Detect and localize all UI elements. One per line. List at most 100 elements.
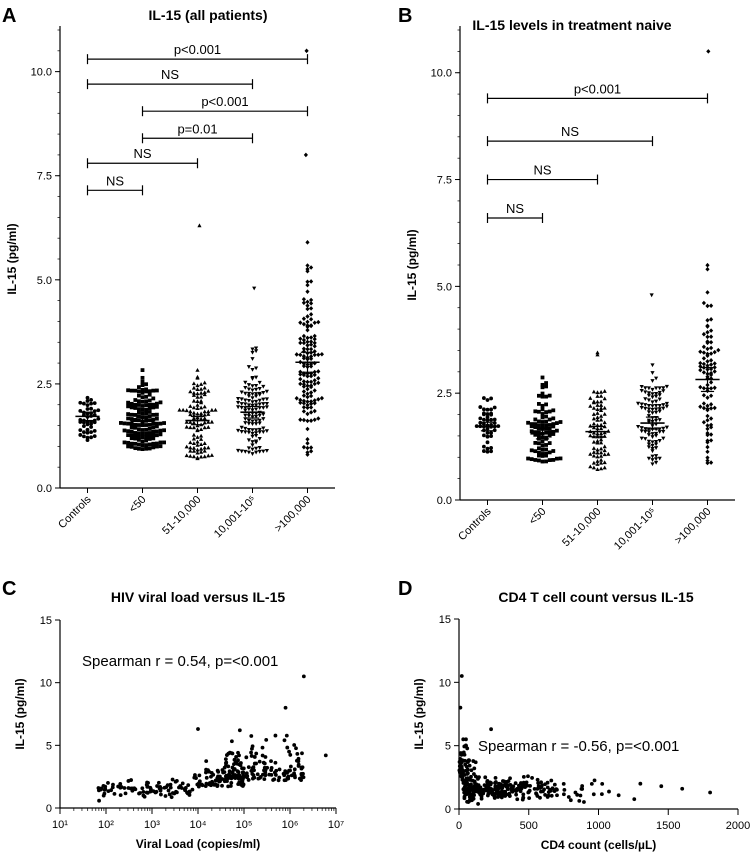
panel-label: A (2, 5, 16, 27)
data-point (709, 334, 714, 339)
x-tick-label: >100,000 (272, 494, 313, 535)
data-point (472, 779, 477, 784)
data-point (599, 408, 604, 413)
data-point (701, 385, 706, 391)
data-point (220, 783, 224, 788)
data-point (312, 400, 317, 406)
data-point (309, 393, 314, 399)
data-point (191, 416, 196, 420)
data-point (257, 427, 262, 432)
data-point (705, 460, 710, 466)
data-point (709, 402, 714, 407)
data-point (246, 383, 251, 387)
data-point (533, 425, 538, 429)
data-point (305, 289, 310, 294)
data-point (246, 421, 251, 426)
data-point (92, 428, 97, 433)
data-point (709, 351, 714, 356)
data-point (137, 434, 141, 439)
data-point (158, 788, 163, 793)
data-point (85, 427, 90, 432)
data-point (305, 303, 310, 308)
data-point (654, 442, 659, 447)
data-point (191, 385, 196, 390)
data-point (140, 404, 145, 408)
data-point (588, 464, 593, 469)
data-point (486, 791, 491, 796)
data-point (657, 403, 662, 408)
data-point (202, 454, 207, 459)
data-point (540, 439, 545, 444)
data-point (301, 353, 306, 359)
data-point (482, 407, 486, 412)
data-point (197, 773, 202, 778)
data-point (490, 791, 495, 795)
data-point (126, 404, 130, 409)
data-point (144, 411, 148, 416)
data-point (643, 429, 648, 434)
data-point (199, 398, 204, 403)
data-point (650, 407, 655, 412)
data-point (257, 380, 262, 385)
data-point (661, 386, 666, 391)
data-point (158, 400, 163, 405)
data-point (309, 371, 314, 376)
data-point (657, 407, 662, 412)
data-point (543, 782, 547, 787)
data-point (483, 775, 488, 780)
data-point (144, 438, 148, 443)
data-point (476, 802, 480, 806)
data-point (179, 786, 184, 790)
data-point (547, 430, 552, 435)
data-point (544, 419, 548, 424)
data-point (639, 402, 644, 407)
data-point (309, 418, 314, 423)
x-tick-label: 10,001-10⁵ (612, 506, 659, 553)
data-point (646, 442, 651, 447)
y-tick-label: 0.0 (37, 483, 52, 495)
data-point (599, 437, 604, 442)
data-point (298, 376, 303, 382)
data-point (250, 350, 255, 355)
data-point (243, 408, 248, 413)
data-point (309, 361, 314, 367)
data-point (654, 433, 659, 438)
data-point (540, 403, 545, 408)
data-point (82, 424, 86, 429)
panel-d: D CD4 T cell count versus IL-15 0 5 10 15 0 500… (398, 578, 750, 852)
data-point (257, 446, 262, 450)
data-point (309, 410, 314, 415)
data-point (464, 737, 468, 742)
data-point (158, 444, 163, 449)
data-point (151, 388, 156, 393)
data-point (137, 418, 141, 423)
data-point (154, 789, 159, 794)
data-point (549, 793, 554, 798)
data-point (460, 776, 465, 780)
data-point (533, 422, 538, 426)
data-point (129, 433, 134, 438)
data-point (239, 425, 244, 430)
data-point (705, 449, 710, 455)
data-point (555, 428, 559, 433)
data-point (137, 442, 141, 447)
panel-label: D (398, 578, 412, 600)
data-point (650, 404, 655, 409)
data-point (144, 407, 148, 412)
data-point (254, 394, 259, 399)
data-point (195, 782, 200, 787)
data-point (286, 776, 291, 781)
data-point (472, 793, 476, 798)
data-point (533, 409, 538, 414)
data-point (312, 381, 317, 387)
data-point (462, 752, 467, 757)
data-point (499, 782, 504, 787)
data-point (191, 405, 196, 410)
data-point (547, 450, 552, 455)
data-point (309, 279, 314, 284)
data-point (606, 451, 611, 456)
data-point (305, 418, 310, 424)
data-point (207, 781, 212, 785)
data-point (646, 418, 651, 423)
data-point (544, 447, 548, 452)
